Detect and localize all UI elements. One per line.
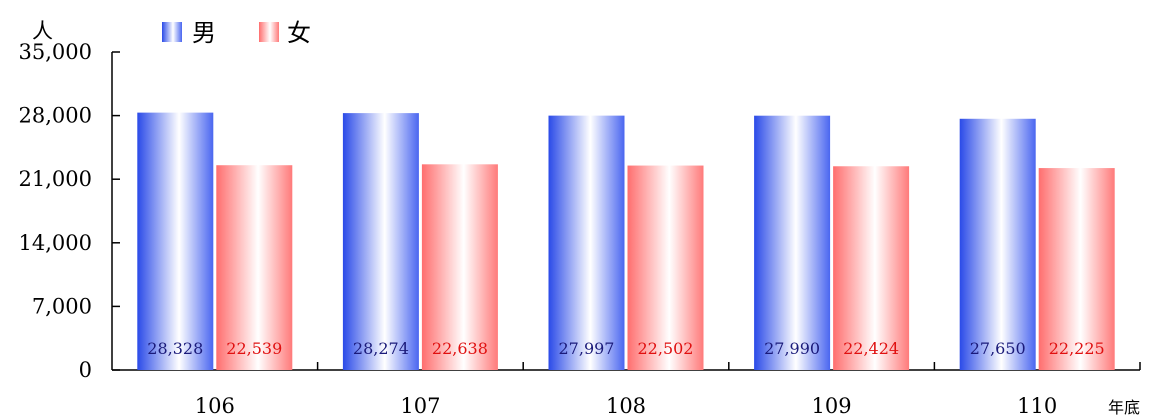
bar-female — [833, 166, 910, 370]
y-tick-label: 14,000 — [19, 231, 92, 255]
bar-label-female: 22,502 — [638, 339, 694, 358]
x-category-label: 110 — [1017, 394, 1057, 418]
bar-female — [421, 164, 498, 370]
bar-label-male: 27,650 — [970, 339, 1026, 358]
x-category-label: 107 — [400, 394, 440, 418]
x-category-label: 109 — [812, 394, 852, 418]
bar-female — [1038, 168, 1115, 370]
legend-label-female: 女 — [287, 19, 311, 47]
bar-male — [754, 115, 831, 370]
bar-data-labels: 28,328 22,539 28,274 22,638 27,997 22,502 27,9… — [147, 339, 1104, 358]
bar-series — [137, 112, 1115, 371]
bar-label-female: 22,225 — [1049, 339, 1105, 358]
x-axis-unit-label: 年底 — [1108, 398, 1140, 417]
bar-female — [627, 165, 704, 370]
bar-label-male: 28,274 — [353, 339, 409, 358]
y-axis-ticks: 0 7,000 14,000 21,000 28,000 35,000 — [19, 40, 120, 382]
bar-male — [959, 118, 1036, 370]
y-tick-label: 0 — [79, 358, 92, 382]
y-axis-unit-label: 人 — [32, 19, 53, 43]
bar-label-female: 22,539 — [226, 339, 282, 358]
y-tick-label: 35,000 — [19, 40, 92, 64]
y-tick-label: 7,000 — [32, 294, 92, 318]
bar-label-male: 27,997 — [559, 339, 615, 358]
bar-label-male: 27,990 — [764, 339, 820, 358]
y-tick-label: 28,000 — [19, 104, 92, 128]
bar-label-male: 28,328 — [147, 339, 203, 358]
y-tick-label: 21,000 — [19, 167, 92, 191]
bar-male — [137, 112, 214, 371]
bar-male — [342, 113, 419, 371]
legend: 男 女 — [162, 19, 311, 47]
legend-swatch-male — [162, 22, 182, 42]
x-category-label: 106 — [195, 394, 235, 418]
bar-female — [216, 165, 293, 370]
legend-label-male: 男 — [192, 19, 216, 47]
bar-label-female: 22,638 — [432, 339, 488, 358]
bar-label-female: 22,424 — [843, 339, 899, 358]
x-category-label: 108 — [606, 394, 646, 418]
x-axis-ticks: 106 107 108 109 110 — [195, 362, 1141, 418]
legend-swatch-female — [259, 22, 279, 42]
bar-male — [548, 115, 625, 370]
